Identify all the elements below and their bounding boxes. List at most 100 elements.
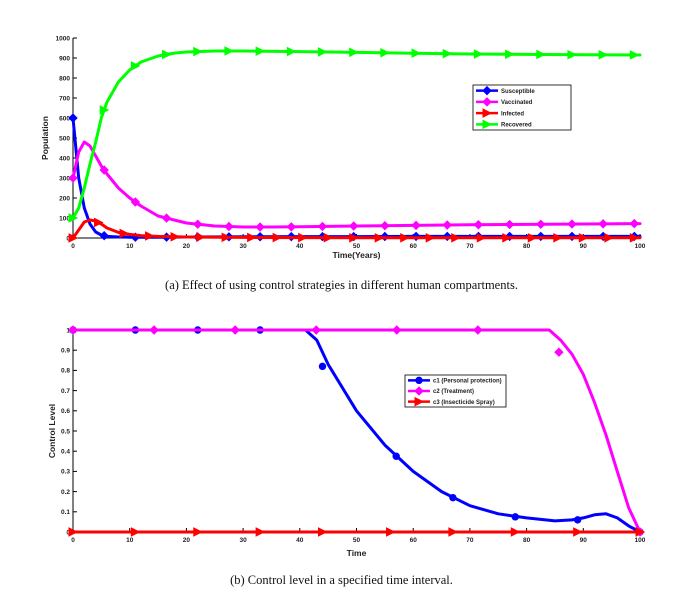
data-point xyxy=(505,49,515,60)
data-point xyxy=(68,325,78,335)
data-point xyxy=(567,219,577,229)
y-tick-label: 800 xyxy=(59,75,70,82)
legend-marker xyxy=(482,97,492,107)
x-tick-label: 0 xyxy=(71,243,75,250)
data-point xyxy=(318,362,327,371)
x-tick-label: 30 xyxy=(239,243,247,250)
legend-label: c2 (Treatment) xyxy=(433,389,474,395)
data-point xyxy=(99,165,109,175)
caption-b: (b) Control level in a specified time in… xyxy=(230,573,453,587)
data-point xyxy=(442,48,453,59)
x-tick-label: 30 xyxy=(239,537,247,544)
data-point xyxy=(286,46,297,57)
data-point xyxy=(635,527,646,537)
y-tick-label: 0.1 xyxy=(61,509,70,516)
x-tick-label: 80 xyxy=(523,243,531,250)
data-point xyxy=(502,232,512,243)
data-point xyxy=(348,221,359,231)
data-point xyxy=(68,233,79,243)
legend-label: Recovered xyxy=(501,123,532,129)
legend-marker xyxy=(415,376,423,385)
legend-label: c3 (Insecticide Spray) xyxy=(433,400,495,406)
x-tick-label: 20 xyxy=(183,537,191,544)
data-point xyxy=(221,232,232,243)
data-point xyxy=(604,232,614,243)
legend-marker xyxy=(482,85,492,96)
series-vaccinated xyxy=(68,140,642,232)
data-point xyxy=(193,527,203,537)
y-tick-label: 0.8 xyxy=(61,368,70,375)
y-tick-label: 0.7 xyxy=(61,388,70,395)
data-point xyxy=(527,232,538,243)
series-recovered xyxy=(68,46,642,223)
x-tick-label: 70 xyxy=(466,243,474,250)
y-tick-label: 700 xyxy=(59,95,70,102)
legend-label: Infected xyxy=(501,111,524,117)
x-tick-label: 0 xyxy=(71,537,75,544)
data-point xyxy=(473,220,484,230)
x-tick-label: 80 xyxy=(523,537,531,544)
data-point xyxy=(554,347,564,357)
data-point xyxy=(224,221,234,232)
data-point xyxy=(598,50,609,60)
series-line xyxy=(71,49,642,220)
x-axis-label: Time(Years) xyxy=(332,250,380,260)
legend-marker xyxy=(414,396,425,407)
data-point xyxy=(598,219,608,229)
data-point xyxy=(473,325,483,335)
data-point xyxy=(255,46,266,56)
data-point xyxy=(149,325,159,335)
series-line xyxy=(71,140,642,229)
data-point xyxy=(317,47,328,57)
y-axis-label: Population xyxy=(40,116,50,160)
data-point xyxy=(573,516,582,524)
data-point xyxy=(119,228,130,239)
data-point xyxy=(311,325,321,335)
y-tick-label: 600 xyxy=(59,115,70,122)
data-point xyxy=(573,527,583,537)
x-tick-label: 40 xyxy=(296,243,304,250)
y-tick-label: 1 xyxy=(66,327,70,334)
data-point xyxy=(130,197,141,207)
y-tick-label: 500 xyxy=(59,135,70,142)
y-tick-label: 900 xyxy=(59,55,70,62)
x-tick-label: 70 xyxy=(466,537,474,544)
x-tick-label: 40 xyxy=(296,537,304,544)
data-point xyxy=(392,452,400,460)
x-tick-label: 50 xyxy=(353,243,361,250)
data-point xyxy=(162,49,172,60)
chart-a: 0 10 20 30 40 50 60 70 80 90 100010020030040050060… xyxy=(40,35,646,260)
data-point xyxy=(145,231,155,241)
x-axis-label: Time xyxy=(347,548,367,558)
data-point xyxy=(170,231,181,242)
y-tick-label: 0 xyxy=(66,529,70,536)
caption-a: (a) Effect of using control strategies i… xyxy=(165,278,518,292)
data-point xyxy=(629,232,640,243)
data-point xyxy=(230,325,240,335)
data-point xyxy=(476,232,487,243)
data-point xyxy=(380,47,390,58)
data-point xyxy=(510,527,521,537)
chart-b: 0 10 20 30 40 50 60 70 80 90 100 0 0.1 0.2 0.3 0.4 0.5 0.… xyxy=(47,325,646,558)
legend: c1 (Personal protection) c2 (Treatment) c3… xyxy=(404,374,507,408)
y-tick-label: 0.9 xyxy=(61,348,70,355)
data-point xyxy=(130,61,141,71)
x-tick-label: 10 xyxy=(126,243,134,250)
data-point xyxy=(386,527,396,537)
data-point xyxy=(323,232,334,243)
data-point xyxy=(425,232,436,243)
data-point xyxy=(68,527,79,537)
data-point xyxy=(317,527,328,537)
series-susceptible xyxy=(68,113,642,242)
x-tick-label: 60 xyxy=(410,243,418,250)
legend-label: Vaccinated xyxy=(501,100,533,106)
x-tick-label: 90 xyxy=(580,243,588,250)
data-point xyxy=(193,46,203,57)
data-point xyxy=(272,232,283,243)
x-tick-label: 100 xyxy=(635,243,646,250)
x-tick-label: 50 xyxy=(353,537,361,544)
data-point xyxy=(392,325,402,335)
data-point xyxy=(99,230,109,241)
data-point xyxy=(536,49,546,60)
